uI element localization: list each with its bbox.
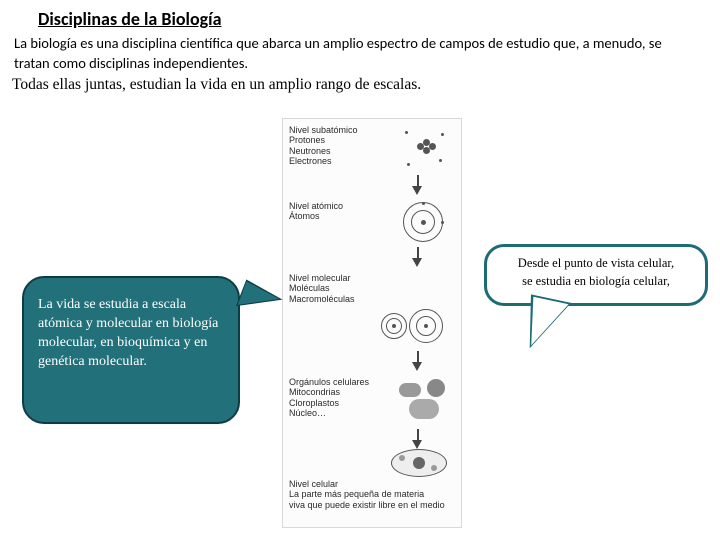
scale-diagram: Nivel subatómico Protones Neutrones Elec…	[282, 118, 462, 528]
molecule-glyph	[379, 309, 451, 349]
atom-glyph	[395, 199, 451, 245]
level-cellular: Nivel celular La parte más pequeña de ma…	[289, 479, 457, 510]
arrow-4-head	[412, 440, 422, 449]
label-molecular: Nivel molecular	[289, 273, 457, 283]
level-molecular: Nivel molecular Moléculas Macromoléculas	[289, 273, 457, 304]
intro-paragraph-2: Todas ellas juntas, estudian la vida en …	[12, 76, 702, 94]
page-title: Disciplinas de la Biología	[38, 8, 222, 30]
arrow-2-head	[412, 258, 422, 267]
callout-cellular-line2: se estudia en biología celular,	[497, 273, 695, 291]
callout-molecular-scale: La vida se estudia a escala atómica y mo…	[22, 276, 240, 424]
label-macromoleculas: Macromoléculas	[289, 294, 457, 304]
organelle-glyph	[397, 379, 453, 423]
intro-paragraph-1: La biología es una disciplina científica…	[14, 34, 694, 73]
arrow-1-head	[412, 186, 422, 195]
label-celular-desc2: viva que puede existir libre en el medio	[289, 500, 457, 510]
arrow-3-head	[412, 362, 422, 371]
cell-glyph	[391, 449, 451, 479]
label-moleculas: Moléculas	[289, 283, 457, 293]
label-celular-desc1: La parte más pequeña de materia	[289, 489, 457, 499]
subatomic-glyph	[399, 129, 449, 173]
label-celular: Nivel celular	[289, 479, 457, 489]
callout-cellular-line1: Desde el punto de vista celular,	[497, 255, 695, 273]
callout-cellular-scale: Desde el punto de vista celular, se estu…	[484, 244, 708, 306]
